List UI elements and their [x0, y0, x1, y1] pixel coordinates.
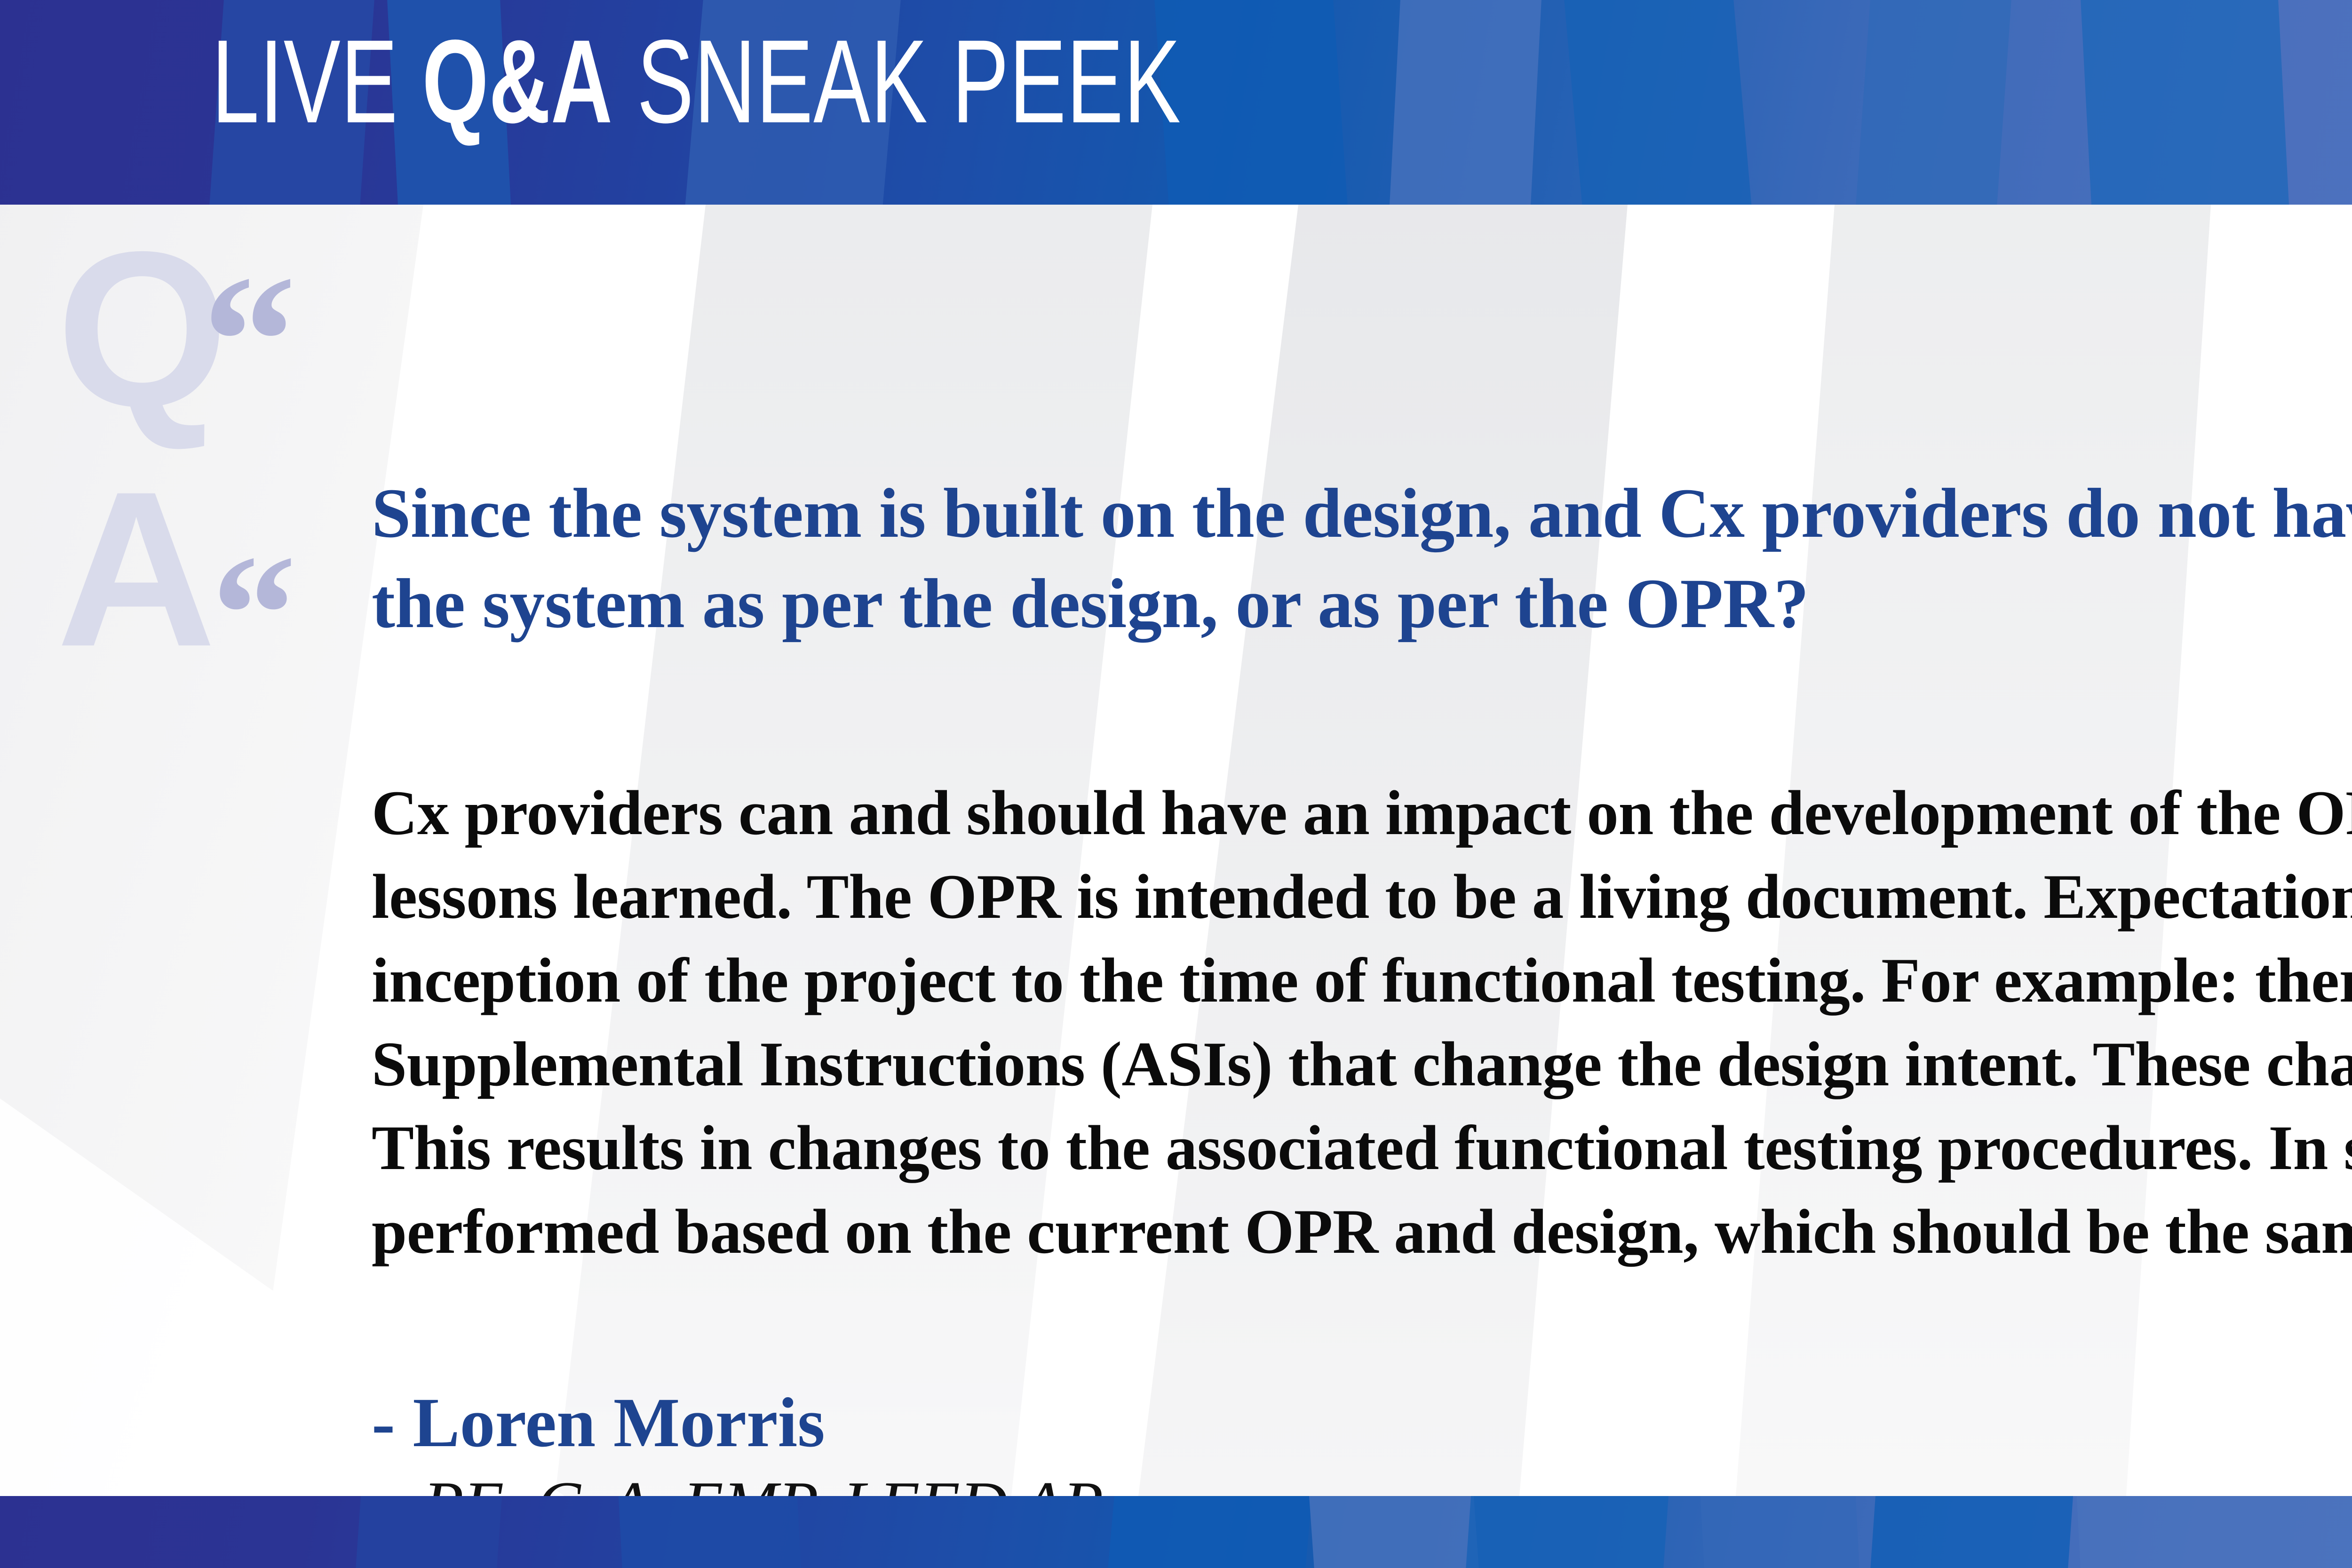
answer-open-quote-icon: “ — [212, 520, 296, 708]
watermark-q: Q — [56, 206, 229, 453]
question-open-quote-icon: “ — [202, 237, 296, 445]
speaker-name: - Loren Morris — [372, 1384, 825, 1462]
page-title: LIVE Q&A SNEAK PEEK — [212, 23, 1181, 141]
background-facets — [0, 205, 2352, 1496]
attribution-block: - Loren Morris PE, CxA, EMP, LEED AP CxA… — [372, 1383, 1103, 1496]
title-sneak-peek: SNEAK PEEK — [612, 16, 1181, 148]
watermark-a: A — [56, 446, 216, 692]
header-band: LIVE Q&A SNEAK PEEK — [0, 0, 2352, 205]
question-text: Since the system is built on the design,… — [372, 474, 2352, 643]
answer-text: Cx providers can and should have an impa… — [372, 778, 2352, 1267]
title-live: LIVE — [212, 16, 422, 148]
content-area: Q A “ ” “ ” Since the system is built on… — [0, 205, 2352, 1496]
footer-facets — [0, 1496, 2352, 1568]
speaker-credentials: PE, CxA, EMP, LEED AP — [423, 1462, 1103, 1496]
title-qa: Q&A — [422, 16, 613, 148]
footer-band — [0, 1496, 2352, 1568]
